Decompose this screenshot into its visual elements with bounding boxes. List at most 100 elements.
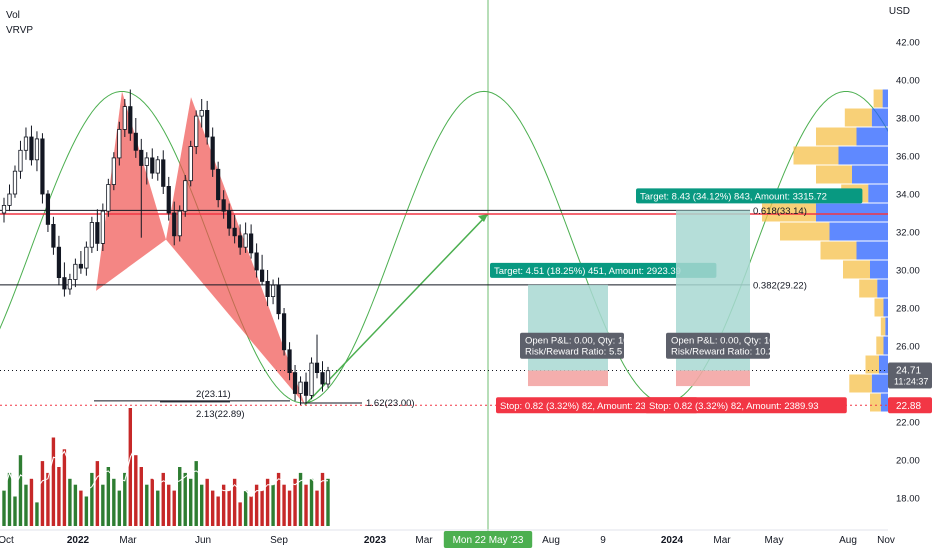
candle-body[interactable] <box>133 132 138 151</box>
candle-body[interactable] <box>73 263 78 280</box>
volume-bar <box>189 478 193 526</box>
candle-body[interactable] <box>51 223 56 248</box>
stop-price-marker <box>888 397 932 414</box>
candle-body[interactable] <box>117 128 122 159</box>
candle-body[interactable] <box>89 222 94 248</box>
candle-body[interactable] <box>177 210 182 237</box>
volume-bar <box>199 484 204 526</box>
stop-zone[interactable] <box>528 370 608 387</box>
vrvp-bar-up <box>780 222 830 241</box>
candle-body[interactable] <box>34 138 40 161</box>
vrvp-bar-down <box>870 260 888 279</box>
candle-body[interactable] <box>62 277 67 290</box>
candle-body[interactable] <box>139 149 144 166</box>
candle-body[interactable] <box>122 106 127 130</box>
candle-body[interactable] <box>210 136 215 170</box>
candle-body[interactable] <box>309 362 314 396</box>
volume-bar <box>117 490 122 526</box>
position-info-line2: Risk/Reward Ratio: 5.5 <box>525 347 622 358</box>
candle-body[interactable] <box>199 110 204 117</box>
candle-body[interactable] <box>166 185 171 214</box>
candle-body[interactable] <box>7 193 12 206</box>
candle-body[interactable] <box>111 157 116 185</box>
candle-body[interactable] <box>249 233 254 254</box>
volume-bar <box>46 472 50 526</box>
volume-bar <box>249 496 253 526</box>
candle-body[interactable] <box>150 157 155 174</box>
candle-body[interactable] <box>292 372 298 394</box>
candle-body[interactable] <box>67 279 73 290</box>
price-tick-label: 18.00 <box>896 494 920 505</box>
volume-bar <box>57 467 61 526</box>
candle-body[interactable] <box>78 263 83 269</box>
candle-body[interactable] <box>29 136 34 161</box>
candle-body[interactable] <box>1 204 7 214</box>
candle-body[interactable] <box>128 106 133 134</box>
candle-body[interactable] <box>216 168 221 201</box>
volume-bar <box>84 496 89 526</box>
candle-body[interactable] <box>45 193 51 225</box>
volume-bar <box>232 478 237 526</box>
candle-body[interactable] <box>18 149 23 172</box>
candle-body[interactable] <box>95 222 100 244</box>
candle-body[interactable] <box>84 246 89 269</box>
projection-arrow[interactable] <box>304 213 489 406</box>
candle-body[interactable] <box>172 212 177 237</box>
candle-body[interactable] <box>281 313 287 351</box>
pattern-triangle-bcd[interactable] <box>166 97 305 405</box>
volume-bar <box>35 502 39 526</box>
stop-zone[interactable] <box>676 370 750 387</box>
volume-bar <box>183 472 187 526</box>
candle-body[interactable] <box>144 157 149 166</box>
candle-body[interactable] <box>243 233 248 248</box>
volume-bar <box>178 467 182 526</box>
candle-body[interactable] <box>265 280 270 297</box>
candle-body[interactable] <box>254 252 259 271</box>
candle-body[interactable] <box>227 210 232 229</box>
vrvp-bar-down <box>856 241 888 260</box>
candle-body[interactable] <box>23 136 29 151</box>
candle-body[interactable] <box>325 370 331 385</box>
legend-vol[interactable]: Vol <box>6 10 20 21</box>
last-price-label: 24.71 <box>896 366 921 377</box>
vrvp-bar-up <box>880 317 886 336</box>
candle-body[interactable] <box>320 372 325 385</box>
candle-body[interactable] <box>276 284 281 315</box>
volume-bar <box>227 490 231 526</box>
volume-bar <box>210 490 215 526</box>
candle-body[interactable] <box>194 115 199 147</box>
pattern-triangle-xab[interactable] <box>96 91 166 291</box>
legend-vrvp[interactable]: VRVP <box>6 25 34 36</box>
candle-body[interactable] <box>314 362 320 374</box>
position-tool[interactable]: Target: 4.51 (18.25%) 451, Amount: 2923.… <box>490 262 717 414</box>
candle-body[interactable] <box>259 269 265 282</box>
candle-body[interactable] <box>106 184 111 212</box>
volume-bar <box>293 478 297 526</box>
candle-body[interactable] <box>100 210 105 244</box>
position-tool[interactable]: Target: 8.43 (34.12%) 843, Amount: 3315.… <box>636 188 863 414</box>
candle-body[interactable] <box>298 381 303 394</box>
price-tick-label: 30.00 <box>896 266 920 277</box>
candle-body[interactable] <box>287 349 292 373</box>
candle-body[interactable] <box>56 246 62 278</box>
vrvp-bar-down <box>883 298 888 317</box>
candle-body[interactable] <box>205 110 210 138</box>
volume-bar <box>150 478 154 526</box>
volume-bar <box>95 461 100 526</box>
candle-body[interactable] <box>12 170 18 195</box>
candle-body[interactable] <box>232 227 237 237</box>
candle-body[interactable] <box>238 235 243 248</box>
candle-body[interactable] <box>40 138 45 195</box>
candle-body[interactable] <box>155 159 160 174</box>
candle-body[interactable] <box>221 199 226 212</box>
price-tick-label: 42.00 <box>896 38 920 49</box>
candle-body[interactable] <box>183 180 188 212</box>
countdown-label: 11:24:37 <box>894 377 928 387</box>
candle-body[interactable] <box>303 381 309 396</box>
vrvp-bar-down <box>852 165 888 184</box>
candle-body[interactable] <box>270 284 276 298</box>
candle-body[interactable] <box>188 146 193 182</box>
candle-body[interactable] <box>161 159 166 187</box>
